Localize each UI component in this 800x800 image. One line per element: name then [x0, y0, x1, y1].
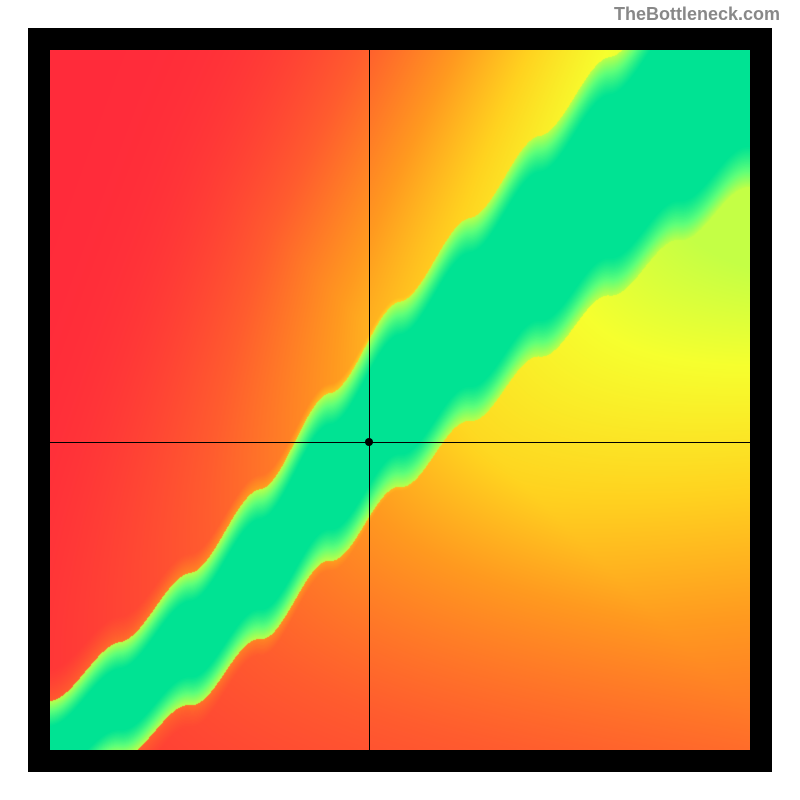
crosshair-horizontal [50, 442, 750, 443]
root: TheBottleneck.com [0, 0, 800, 800]
chart-outer-frame [28, 28, 772, 772]
watermark-text: TheBottleneck.com [614, 4, 780, 25]
heatmap-plot [50, 50, 750, 750]
heatmap-canvas [50, 50, 750, 750]
crosshair-marker [365, 438, 373, 446]
crosshair-vertical [369, 50, 370, 750]
